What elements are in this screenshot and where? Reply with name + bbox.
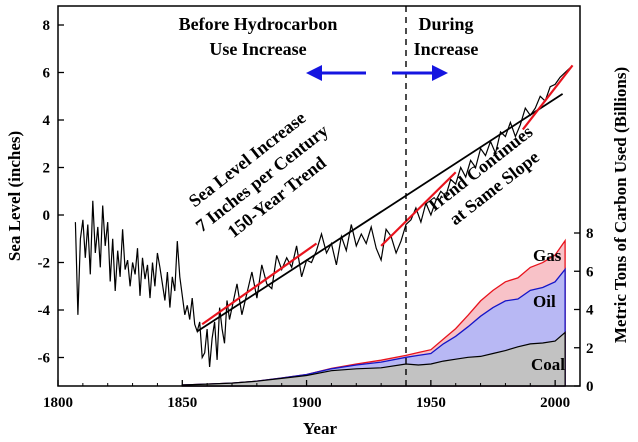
coal-series-label: Coal (531, 355, 565, 374)
y2-tick-label: 0 (586, 379, 594, 395)
y2-axis-title: Metric Tons of Carbon Used (Billions) (611, 67, 630, 343)
early-fit-line (201, 242, 318, 326)
x-tick-label: 1900 (292, 395, 322, 411)
y2-tick-label: 2 (586, 341, 594, 357)
y-tick-label: 2 (43, 161, 51, 177)
sea-level-series-line (74, 67, 571, 368)
y-tick-label: 0 (43, 208, 51, 224)
y2-tick-label: 8 (586, 226, 594, 242)
oil-series-label: Oil (533, 292, 556, 311)
before-label-line-2: Use Increase (209, 39, 306, 59)
y-tick-label: 4 (43, 113, 51, 129)
y2-tick-label: 6 (586, 264, 594, 280)
during-label-line-2: Increase (414, 39, 479, 59)
carbon-areas (181, 238, 566, 387)
y-axis-title: Sea Level (inches) (5, 131, 24, 261)
coal-area (181, 331, 566, 387)
plot-frame (57, 5, 581, 387)
y-tick-label: 8 (43, 18, 51, 34)
x-tick-label: 1850 (167, 395, 197, 411)
left-arrow (306, 65, 366, 81)
x-tick-label: 1950 (416, 395, 446, 411)
mid-fit-line (380, 171, 457, 247)
y2-tick-label: 4 (586, 303, 594, 319)
gas-series-label: Gas (533, 246, 562, 265)
y-tick-label: -6 (38, 351, 51, 367)
right-arrow (392, 65, 448, 81)
y-tick-label: -4 (38, 303, 51, 319)
trend-annotation: Sea Level Increase 7 Inches per Century … (185, 107, 332, 241)
long-trend-fit-line (196, 93, 564, 333)
x-axis-title: Year (303, 419, 337, 438)
axis-ticks: 1800 1850 1900 1950 2000 -6 -4 -2 0 2 4 6 8 0 2 4 6 8 (38, 18, 595, 411)
before-label-line-1: Before Hydrocarbon (179, 14, 338, 34)
during-label-line-1: During (418, 14, 473, 34)
continues-annotation: Trend Continues at Same Slope (422, 121, 542, 229)
x-tick-label: 1800 (43, 395, 73, 411)
recent-fit-line (521, 64, 574, 131)
x-tick-label: 2000 (540, 395, 570, 411)
y-tick-label: -2 (38, 256, 51, 272)
y-tick-label: 6 (43, 66, 51, 82)
